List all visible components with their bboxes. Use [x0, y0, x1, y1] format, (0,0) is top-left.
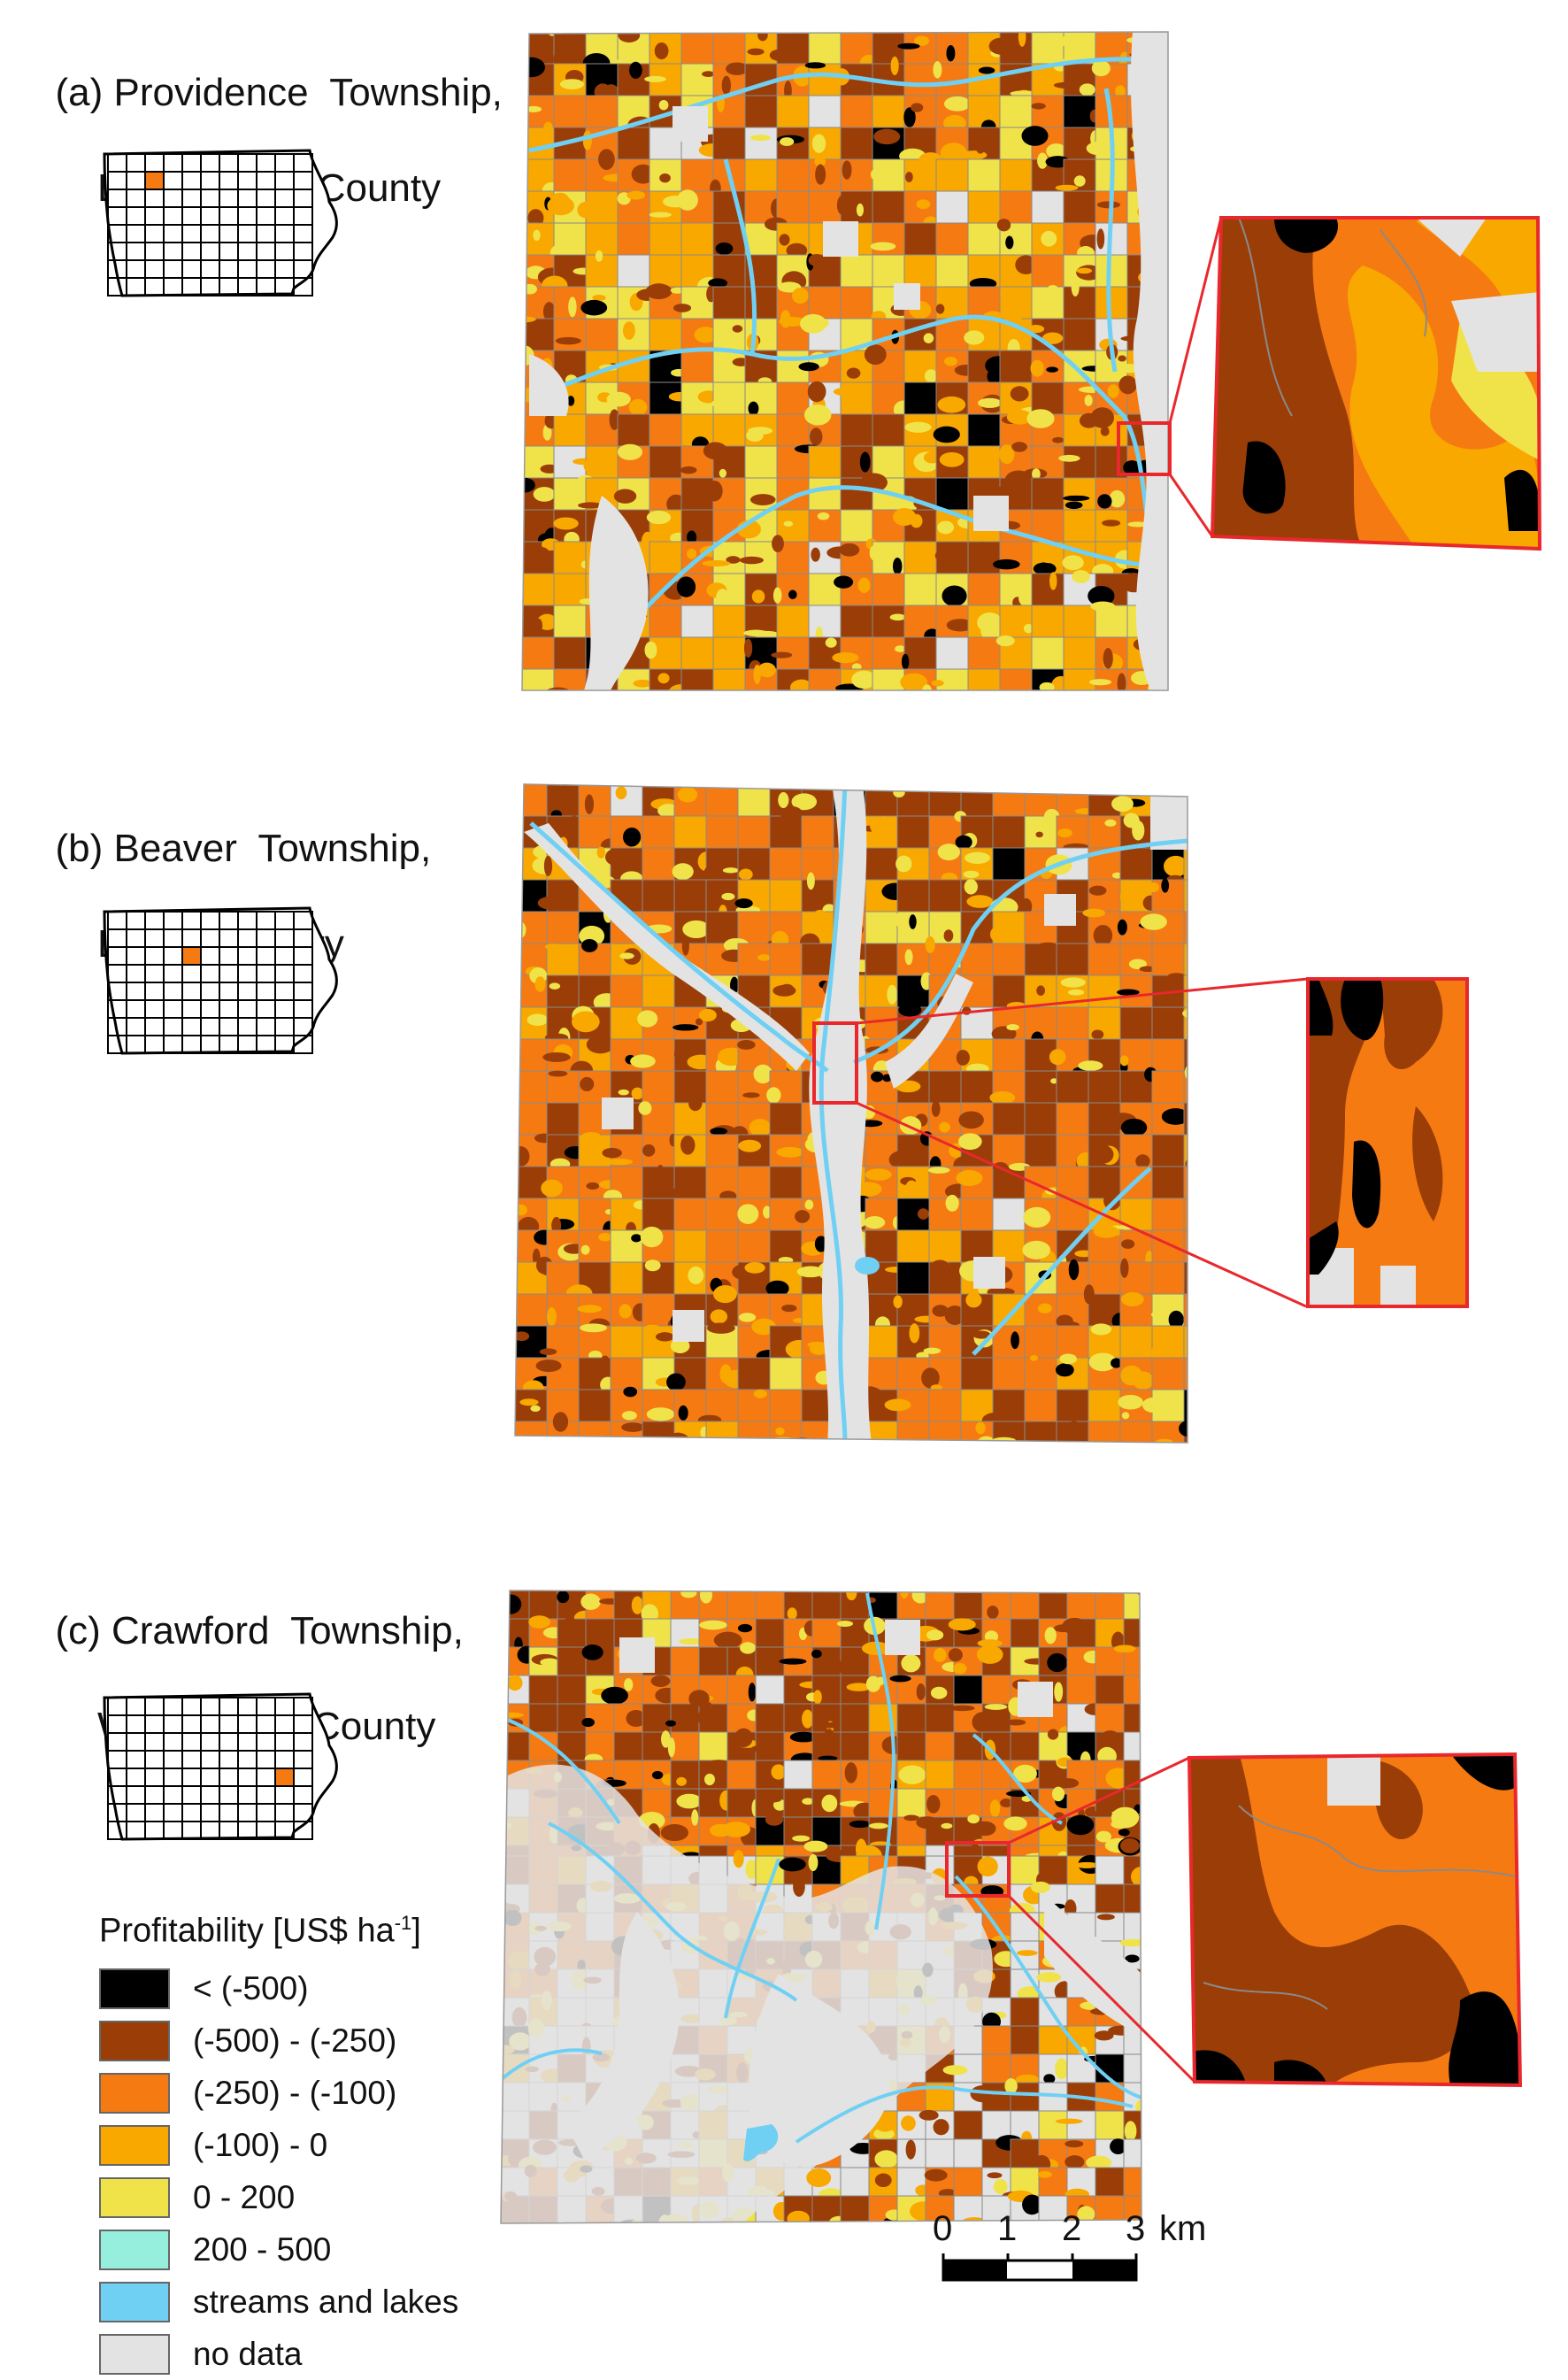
legend-item: (-500) - (-250): [99, 2021, 396, 2061]
legend-item: (-100) - 0: [99, 2125, 327, 2166]
map-a: [522, 32, 1168, 690]
panel-a-township: Providence Township,: [113, 71, 503, 114]
panel-c-tag: (c): [55, 1609, 101, 1652]
panel-a-tag: (a): [55, 71, 104, 114]
scale-unit: km: [1159, 2209, 1207, 2248]
map-b-streams: [529, 784, 1188, 1443]
legend-swatch: [99, 2334, 170, 2375]
legend-item: (-250) - (-100): [99, 2073, 396, 2114]
map-c: [501, 1591, 1141, 2223]
legend-swatch: [99, 2125, 170, 2166]
map-a-inset: [1210, 216, 1542, 551]
iowa-locator-map-a: [103, 149, 338, 297]
map-a-nodata: [529, 32, 1168, 690]
map-b-inset-marker: [812, 1021, 858, 1105]
scale-bar: [942, 2253, 1138, 2282]
map-a-inset-marker: [1117, 421, 1172, 476]
map-c-inset: [1187, 1752, 1523, 2088]
map-b-inset: [1306, 977, 1469, 1308]
map-c-inset-marker: [945, 1841, 1011, 1898]
panel-b-tag: (b): [55, 827, 104, 870]
scale-tick-0: 0: [933, 2209, 953, 2248]
legend-item: < (-500): [99, 1968, 309, 2009]
map-a-streams: [528, 57, 1168, 639]
legend-item: streams and lakes: [99, 2282, 458, 2322]
legend-item: 200 - 500: [99, 2230, 331, 2270]
scale-tick-1: 1: [997, 2209, 1018, 2248]
legend-swatch: [99, 2282, 170, 2322]
iowa-locator-map-c: [103, 1692, 338, 1841]
legend-title: Profitability [US$ ha-1]: [99, 1912, 421, 1950]
legend-swatch: [99, 2021, 170, 2061]
panel-b-township: Beaver Township,: [113, 827, 432, 870]
iowa-locator-map-b: [103, 906, 338, 1055]
legend-swatch: [99, 2177, 170, 2218]
legend-swatch: [99, 1968, 170, 2009]
legend-item: no data: [99, 2334, 302, 2375]
scale-tick-2: 2: [1062, 2209, 1082, 2248]
legend-item: 0 - 200: [99, 2177, 295, 2218]
scale-tick-3: 3: [1126, 2209, 1146, 2248]
map-c-streams: [501, 1592, 1141, 2144]
map-b: [515, 784, 1188, 1443]
panel-c-township: Crawford Township,: [111, 1609, 464, 1652]
legend-swatch: [99, 2073, 170, 2114]
legend-swatch: [99, 2230, 170, 2270]
